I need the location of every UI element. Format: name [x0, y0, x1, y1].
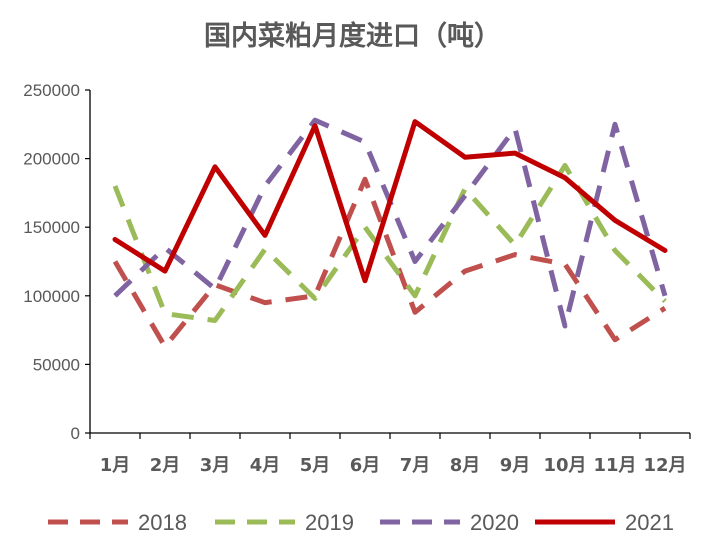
x-tick-label: 7月: [400, 455, 431, 476]
x-tick-label: 12月: [643, 455, 686, 476]
legend-label-2019: 2019: [305, 510, 354, 535]
y-tick-label: 250000: [23, 81, 80, 100]
x-tick-label: 1月: [100, 455, 131, 476]
y-tick-label: 0: [71, 424, 80, 443]
series-line-2019: [112, 163, 667, 323]
legend-label-2021: 2021: [625, 510, 674, 535]
x-tick-label: 5月: [300, 455, 331, 476]
series-line-2021: [112, 119, 668, 284]
x-tick-label: 4月: [250, 455, 281, 476]
legend-label-2018: 2018: [138, 510, 187, 535]
x-tick-label: 3月: [200, 455, 231, 476]
chart-title: 国内菜粕月度进口（吨）: [204, 21, 501, 52]
legend-label-2020: 2020: [470, 510, 519, 535]
y-tick-label: 150000: [23, 218, 80, 237]
series-line-2020: [113, 117, 668, 329]
y-tick-label: 100000: [23, 287, 80, 306]
x-tick-label: 11月: [593, 455, 636, 476]
x-tick-label: 8月: [450, 455, 481, 476]
y-tick-label: 50000: [33, 355, 80, 374]
x-tick-label: 2月: [150, 455, 181, 476]
y-tick-label: 200000: [23, 150, 80, 169]
series-line-2018: [112, 176, 667, 350]
x-tick-label: 6月: [350, 455, 381, 476]
x-tick-label: 10月: [543, 455, 586, 476]
x-tick-label: 9月: [500, 455, 531, 476]
